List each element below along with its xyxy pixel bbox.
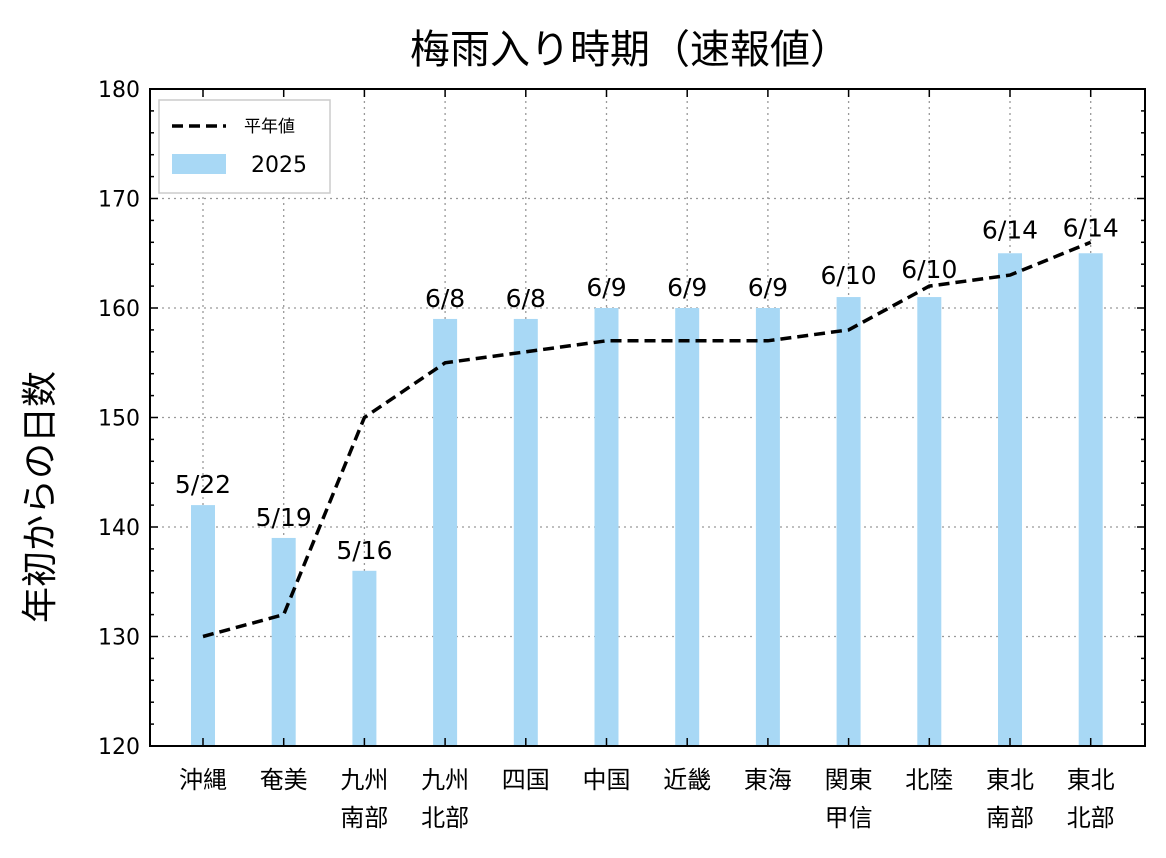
y-tick-label: 130 [98, 626, 140, 651]
data-labels: 5/22 5/19 5/16 6/8 6/8 6/9 6/9 6/9 6/10 6/10 6/14 6… [175, 213, 1119, 565]
normal-line-path [202, 240, 1092, 639]
bar [1078, 253, 1103, 746]
data-label: 6/14 [1063, 213, 1119, 242]
chart-title: 梅雨入り時期（速報値） [410, 27, 850, 73]
data-label: 6/8 [425, 284, 465, 313]
y-tick-label: 120 [98, 735, 140, 760]
y-tick-label: 150 [98, 407, 140, 432]
data-label: 6/8 [506, 284, 546, 313]
x-tick-label: 中国 [583, 766, 631, 794]
bar [271, 537, 296, 746]
bar [513, 318, 538, 746]
legend: 平年値 2025 [158, 99, 331, 194]
x-tick-label: 近畿 [663, 766, 711, 794]
x-tick-label: 甲信 [825, 804, 873, 832]
bars [191, 253, 1103, 746]
y-tick-label: 140 [98, 516, 140, 541]
bar [352, 570, 377, 746]
data-label: 6/9 [586, 273, 626, 302]
y-tick-label: 160 [98, 297, 140, 322]
bar [998, 253, 1022, 746]
x-tick-label: 沖縄 [179, 766, 227, 794]
data-label: 6/10 [821, 261, 877, 290]
x-tick-label: 東北 [986, 766, 1034, 794]
data-label: 5/22 [175, 470, 231, 499]
x-tick-label: 九州 [421, 766, 469, 794]
x-tick-label: 奄美 [260, 766, 308, 794]
data-label: 6/14 [982, 215, 1038, 244]
x-tick-label: 南部 [986, 804, 1034, 832]
bar [433, 318, 458, 746]
x-tick-label: 北陸 [905, 766, 953, 794]
y-tick-label: 180 [98, 78, 140, 103]
legend-swatch-2025 [172, 154, 226, 174]
x-tick-label: 東海 [744, 766, 792, 794]
data-label: 5/16 [336, 536, 392, 565]
x-tick-label: 北部 [421, 804, 469, 832]
x-tick-label: 北部 [1067, 804, 1115, 832]
normal-line [202, 240, 1092, 639]
x-tick-label: 九州 [340, 766, 388, 794]
legend-label-2025: 2025 [251, 153, 307, 178]
x-tick-label: 関東 [825, 766, 873, 794]
x-tick-label: 東北 [1067, 766, 1115, 794]
data-label: 6/9 [748, 273, 788, 302]
x-tick-label: 南部 [340, 804, 388, 832]
bar [917, 297, 942, 746]
y-axis-label: 年初からの日数 [20, 371, 61, 623]
y-tick-label: 170 [98, 188, 140, 213]
data-label: 6/9 [667, 273, 707, 302]
data-label: 5/19 [256, 503, 312, 532]
data-label: 6/10 [901, 255, 957, 284]
x-tick-label: 四国 [502, 766, 550, 794]
bar [675, 308, 700, 746]
legend-label-normal: 平年値 [244, 117, 295, 137]
bar [836, 297, 861, 746]
bar [191, 505, 215, 746]
legend-frame [158, 99, 331, 194]
bar [755, 308, 780, 746]
bar [594, 308, 619, 746]
